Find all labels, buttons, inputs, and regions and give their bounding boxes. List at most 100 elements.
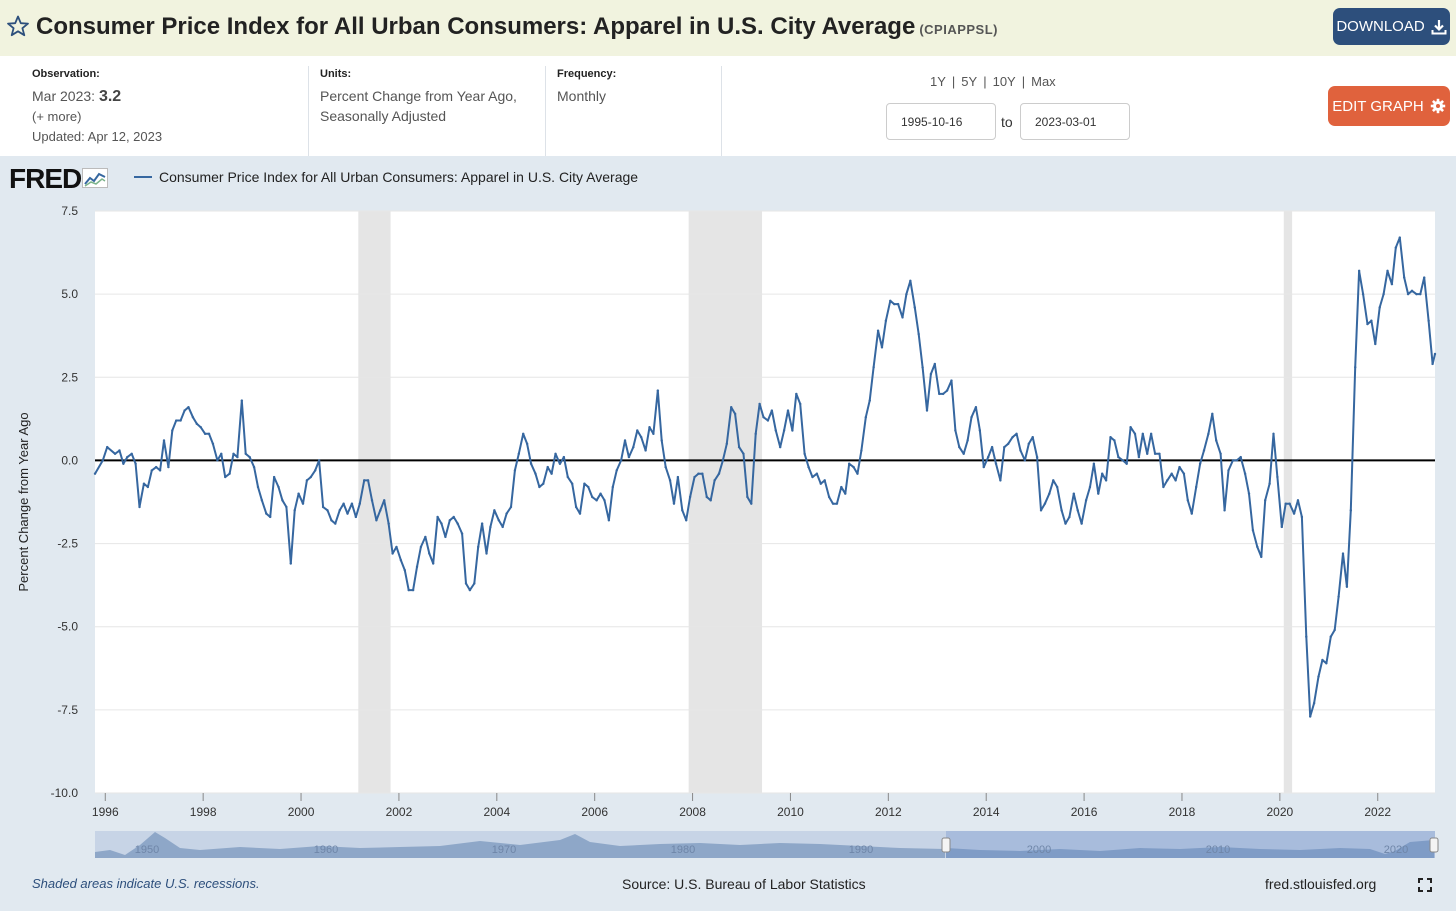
data-point: [1406, 292, 1410, 296]
data-point: [477, 545, 480, 549]
data-point: [1023, 459, 1027, 462]
y-tick-label: 7.5: [61, 204, 78, 218]
units-line-2: Seasonally Adjusted: [320, 108, 447, 124]
data-point: [644, 449, 647, 452]
data-point: [619, 459, 623, 462]
data-point: [542, 482, 545, 485]
data-point: [1055, 485, 1059, 489]
site-link[interactable]: fred.stlouisfed.org: [1265, 876, 1377, 892]
data-point: [391, 552, 394, 555]
data-point: [179, 419, 182, 422]
divider: [308, 66, 309, 156]
data-point: [1117, 455, 1120, 459]
data-point: [1174, 479, 1177, 482]
data-point: [1146, 452, 1149, 455]
navigator-area: [95, 832, 945, 858]
data-point: [905, 292, 908, 296]
data-point: [199, 425, 202, 429]
data-point: [786, 409, 790, 412]
end-date-input[interactable]: 2023-03-01: [1020, 103, 1130, 140]
y-tick-label: -2.5: [57, 537, 78, 551]
gear-icon: [1430, 98, 1445, 114]
data-point: [436, 515, 439, 519]
to-label: to: [1001, 114, 1013, 130]
data-point: [297, 492, 300, 495]
y-tick-label: -5.0: [57, 620, 78, 634]
data-point: [321, 505, 325, 509]
data-point: [171, 429, 174, 432]
data-point: [664, 465, 667, 469]
data-point: [256, 485, 260, 489]
range-separator: |: [983, 74, 987, 89]
more-link[interactable]: (+ more): [32, 109, 82, 124]
range-max[interactable]: Max: [1031, 74, 1056, 89]
data-point: [603, 499, 606, 502]
data-point: [652, 432, 655, 436]
star-icon[interactable]: [6, 14, 30, 38]
data-point: [113, 452, 117, 455]
data-point: [1113, 439, 1116, 442]
data-point: [395, 545, 398, 549]
x-tick-label: 2018: [1169, 805, 1196, 819]
data-point: [754, 432, 757, 436]
units-label: Units:: [320, 68, 352, 80]
data-point: [1219, 452, 1222, 455]
data-point: [974, 406, 978, 409]
data-point: [281, 499, 284, 502]
data-point: [265, 512, 268, 515]
legend-swatch: [134, 176, 152, 178]
range-1y[interactable]: 1Y: [930, 74, 946, 89]
y-tick-label: -10.0: [51, 786, 79, 800]
data-point: [1027, 442, 1030, 445]
start-date-input[interactable]: 1995-10-16: [886, 103, 996, 140]
data-point: [1312, 702, 1316, 705]
data-point: [1251, 529, 1255, 532]
data-point: [1064, 522, 1067, 525]
range-navigator[interactable]: 1950 1960 1970 1980 1990 2000 2010 2020: [95, 831, 1439, 858]
data-point: [562, 455, 566, 459]
data-point: [701, 472, 704, 475]
navigator-left-handle[interactable]: [941, 837, 951, 853]
data-point: [566, 475, 569, 479]
data-point: [705, 495, 708, 499]
data-point: [574, 505, 578, 509]
frequency-block: Frequency: Monthly: [557, 68, 616, 106]
data-point: [529, 462, 533, 465]
data-point: [819, 482, 822, 485]
data-point: [1394, 246, 1398, 249]
navigator-label: 1970: [492, 844, 516, 856]
data-point: [1129, 425, 1132, 429]
data-point: [595, 499, 598, 502]
data-point: [709, 499, 712, 502]
series-title: Consumer Price Index for All Urban Consu…: [36, 13, 916, 40]
data-point: [419, 545, 423, 549]
data-point: [1133, 432, 1137, 436]
data-point: [1104, 479, 1108, 482]
data-point: [737, 445, 741, 449]
data-point: [721, 459, 725, 462]
data-point: [448, 519, 452, 522]
data-point: [1341, 552, 1345, 555]
edit-graph-button[interactable]: EDIT GRAPH: [1328, 86, 1450, 126]
fullscreen-icon[interactable]: [1418, 878, 1432, 892]
navigator-right-handle[interactable]: [1429, 837, 1439, 853]
range-5y[interactable]: 5Y: [961, 74, 978, 89]
data-point: [868, 399, 871, 402]
range-10y[interactable]: 10Y: [992, 74, 1016, 89]
data-point: [338, 509, 341, 512]
data-point: [872, 366, 875, 369]
data-point: [844, 492, 847, 495]
observation-value: 3.2: [98, 88, 122, 105]
data-point: [941, 392, 945, 396]
data-point: [1317, 675, 1320, 678]
data-point: [1068, 515, 1071, 519]
frequency-label: Frequency:: [557, 68, 617, 80]
data-point: [676, 475, 680, 479]
data-point: [929, 372, 933, 376]
download-button[interactable]: DOWNLOAD: [1333, 8, 1450, 45]
navigator-label: 2020: [1384, 844, 1408, 856]
data-point: [407, 588, 410, 592]
data-point: [1084, 499, 1088, 502]
data-point: [697, 472, 700, 475]
